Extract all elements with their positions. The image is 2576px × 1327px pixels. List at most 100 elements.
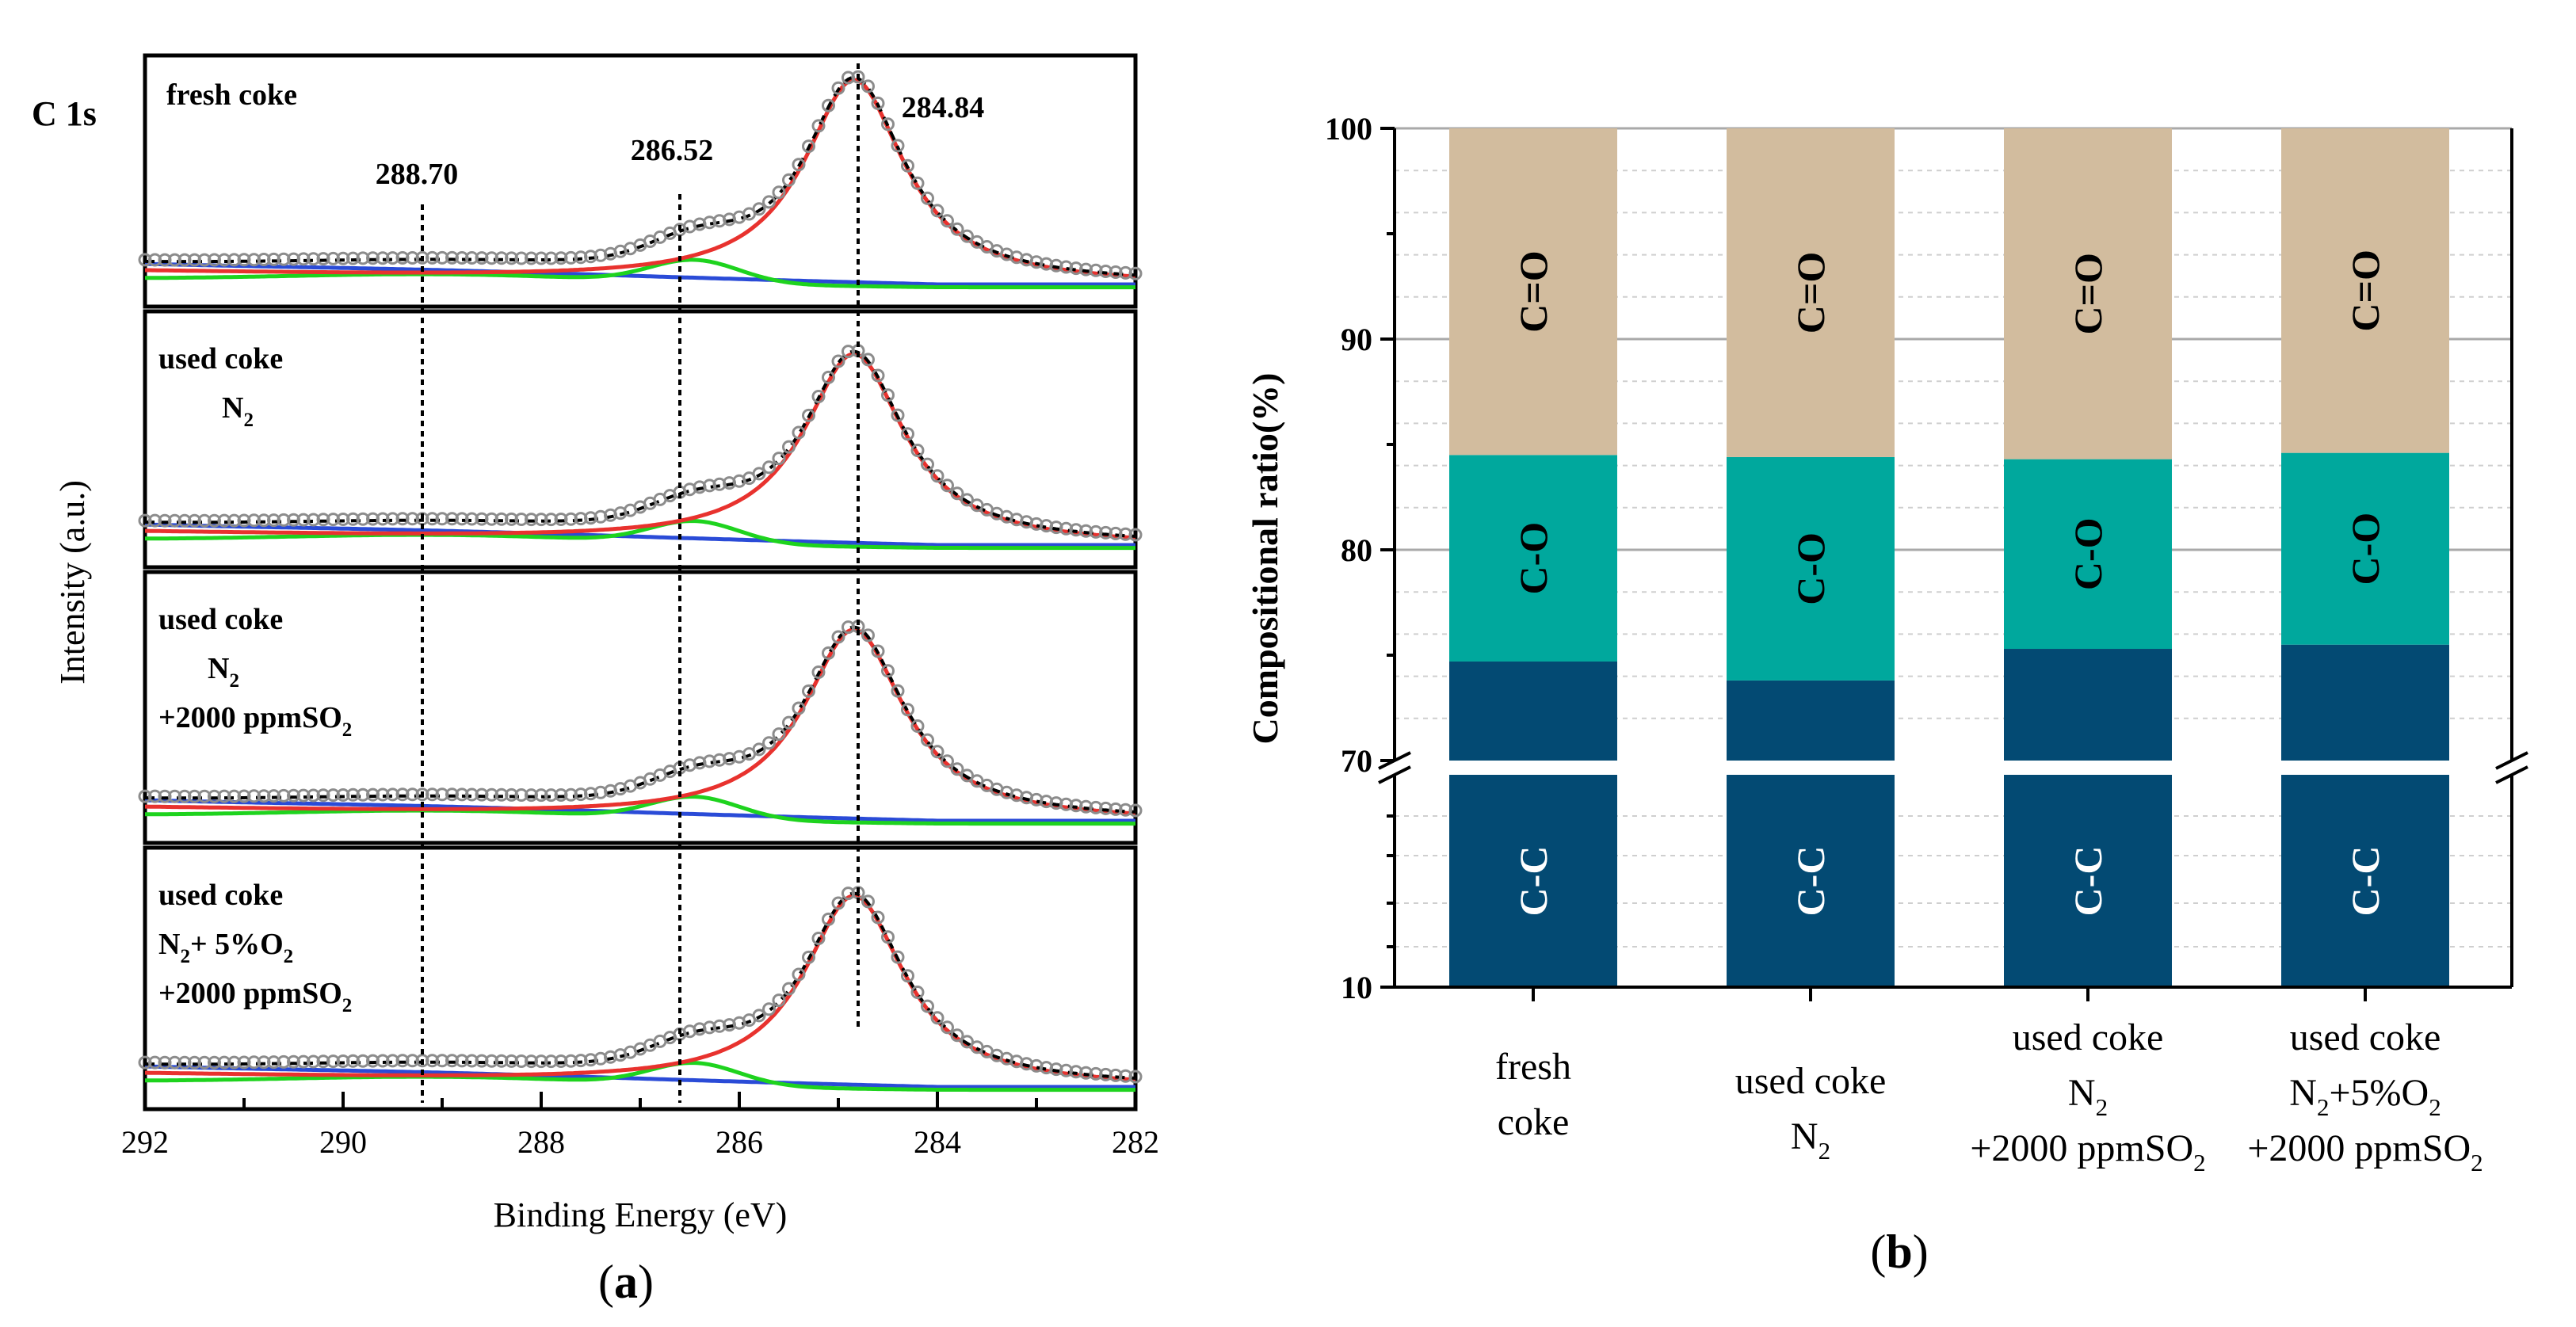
x-category-label-line: N2+5%O2 — [2289, 1072, 2441, 1121]
data-point — [960, 493, 974, 507]
data-point — [752, 467, 766, 481]
x-category-label-line-subscript: 2 — [1818, 1137, 1831, 1165]
x-tick-label: 284 — [914, 1124, 961, 1160]
data-point — [782, 715, 796, 730]
data-point — [822, 370, 835, 384]
peak-position-label: 286.52 — [631, 134, 714, 167]
peak-position-label: 288.70 — [376, 158, 459, 191]
subpanel-label-line: +2000 ppmSO2 — [158, 977, 352, 1016]
x-category-label-line-text: +2000 ppmSO — [2247, 1127, 2471, 1169]
data-point — [881, 930, 895, 944]
data-point — [950, 1028, 964, 1043]
peak-position-label: 284.84 — [902, 91, 985, 124]
bar-segment-c=o — [2004, 128, 2172, 459]
data-point — [782, 173, 796, 187]
fit-curve-c-o — [145, 1061, 1135, 1092]
y-tick-label: 90 — [1341, 322, 1372, 357]
data-point — [762, 736, 776, 750]
data-point — [861, 894, 875, 909]
data-point — [1128, 803, 1143, 818]
data-point — [811, 665, 826, 679]
data-point — [861, 353, 875, 367]
bar-stack-2: C-C C-O C=O — [1727, 128, 1895, 987]
x-tick-label: 282 — [1112, 1124, 1159, 1160]
data-point — [910, 986, 925, 999]
data-point — [921, 733, 934, 747]
data-point — [1128, 1070, 1143, 1084]
subpanel-frame — [143, 570, 1138, 845]
panel-label-paren: ) — [1913, 1226, 1929, 1278]
bar-segment-label: C=O — [2066, 253, 2110, 335]
x-category-label-line: used coke — [1735, 1060, 1887, 1102]
bar-segment-c-c-lower — [1727, 775, 1895, 987]
x-category-label-line-text: N — [2068, 1072, 2096, 1114]
bar-segment-label: C-O — [2066, 517, 2110, 590]
panel-label-paren: ) — [638, 1256, 654, 1308]
element-label: C 1s — [32, 94, 97, 133]
subpanel-label-line-text: fresh coke — [166, 78, 297, 112]
x-category-label-line-text: fresh — [1495, 1046, 1571, 1088]
x-category-label-line: N2 — [2068, 1072, 2108, 1121]
data-point — [881, 388, 895, 402]
subpanel-label-line-text: N — [158, 928, 180, 961]
data-point — [881, 117, 895, 132]
panel-label-b: (b) — [1870, 1226, 1928, 1278]
data-point — [772, 993, 786, 1008]
panel-label-paren: ( — [1870, 1226, 1886, 1278]
bar-segment-c=o — [1727, 128, 1895, 457]
data-point — [901, 703, 914, 717]
subpanel-label: fresh coke — [166, 78, 297, 112]
data-point — [831, 630, 845, 644]
data-point — [792, 967, 806, 982]
x-category-label-line-subscript: 2 — [2471, 1149, 2483, 1176]
bar-segment-label: C-C — [2343, 846, 2387, 917]
data-point — [822, 98, 835, 112]
subpanel-label-line-subscript: 2 — [243, 410, 254, 431]
subpanel-label-line-text: +2000 ppmSO — [158, 701, 342, 734]
data-point — [901, 969, 914, 983]
axis-break-mark — [1378, 765, 1411, 784]
bar-segment-label: C-C — [1788, 846, 1833, 917]
y-tick-label: 80 — [1341, 532, 1372, 568]
data-point — [831, 354, 845, 368]
experimental-points — [138, 886, 1143, 1084]
data-point — [891, 139, 905, 153]
data-point — [782, 982, 796, 996]
axis-break-mark — [2495, 765, 2528, 784]
x-category-label-line-subscript: 2 — [2096, 1093, 2109, 1121]
data-point — [910, 176, 925, 190]
x-tick-label: 286 — [716, 1124, 763, 1160]
data-point — [752, 202, 766, 216]
data-point — [762, 195, 776, 209]
data-point — [822, 646, 835, 660]
bar-segment-c-c — [1727, 680, 1895, 761]
x-category-label-line-subscript: 2 — [2193, 1149, 2206, 1176]
subpanel-label-line: used coke — [158, 879, 283, 912]
data-point — [1128, 528, 1143, 542]
x-category-label-line-text: N — [1791, 1115, 1818, 1157]
data-point — [930, 469, 945, 483]
bar-segment-c-c — [2004, 649, 2172, 761]
subpanel-label-line-text: used coke — [158, 879, 283, 912]
data-point — [792, 425, 806, 440]
panel-b-composition-bars: C-C C-O C=O C-C C-O C=O C-C C-O C=O C-C C-O C=O 10 70… — [1245, 111, 2528, 1278]
bar-segment-label: C-O — [1511, 522, 1555, 595]
bar-segment-label: C-O — [2343, 513, 2387, 585]
subpanel-label-line-subscript: 2 — [342, 719, 353, 741]
bar-segment-c=o — [2281, 128, 2449, 453]
data-point — [861, 79, 875, 93]
y-tick-label: 70 — [1341, 743, 1372, 779]
data-point — [752, 1009, 766, 1023]
data-point — [802, 684, 815, 698]
data-point — [772, 452, 786, 466]
subpanel-frame — [143, 53, 1138, 309]
data-point — [910, 444, 925, 457]
subpanel-label-line-subscript: 2 — [342, 995, 353, 1016]
data-point — [871, 368, 885, 383]
data-point — [891, 684, 905, 698]
x-category-label-line: +2000 ppmSO2 — [2247, 1127, 2483, 1176]
